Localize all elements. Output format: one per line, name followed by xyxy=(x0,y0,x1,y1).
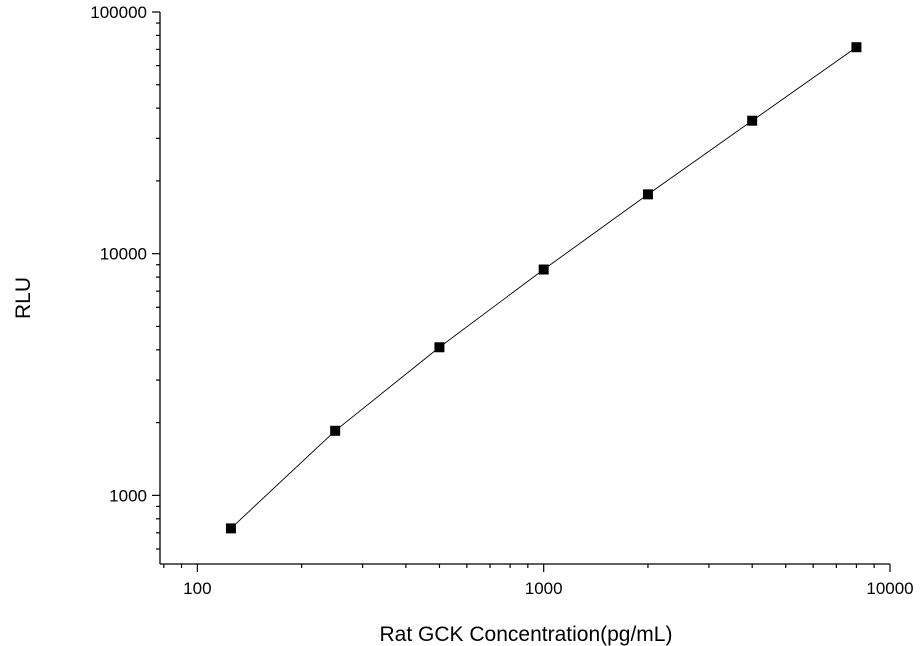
data-point-marker xyxy=(538,264,549,275)
x-tick-label: 1000 xyxy=(525,579,563,598)
data-point-marker xyxy=(225,523,236,534)
ticks-layer xyxy=(152,11,891,572)
x-tick-label: 10000 xyxy=(866,579,913,598)
y-tick-label: 100000 xyxy=(90,3,147,22)
y-axis-title: RLU xyxy=(12,277,35,319)
series-layer xyxy=(225,42,862,534)
axes-layer xyxy=(159,12,890,565)
y-tick-label: 10000 xyxy=(100,245,147,264)
data-point-marker xyxy=(434,342,445,353)
tick-labels-layer: 100 1000 10000 1000 10000 100000 xyxy=(90,3,913,598)
series-line xyxy=(230,46,857,529)
x-axis-title: Rat GCK Concentration(pg/mL) xyxy=(380,623,673,646)
data-point-marker xyxy=(642,189,653,200)
y-tick-label: 1000 xyxy=(109,486,147,505)
x-tick-label: 100 xyxy=(183,579,211,598)
data-point-marker xyxy=(747,115,758,126)
data-point-marker xyxy=(330,425,341,436)
data-point-marker xyxy=(851,42,862,53)
